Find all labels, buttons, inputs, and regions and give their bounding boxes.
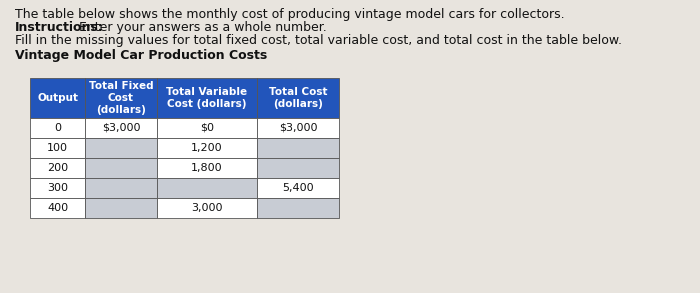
Bar <box>30 158 85 178</box>
Bar <box>157 198 257 218</box>
Text: 100: 100 <box>47 143 68 153</box>
Bar <box>157 78 257 118</box>
Text: Instructions:: Instructions: <box>15 21 104 34</box>
Bar <box>30 78 85 118</box>
Bar <box>157 158 257 178</box>
Bar <box>85 138 157 158</box>
Text: 1,200: 1,200 <box>191 143 223 153</box>
Text: Fill in the missing values for total fixed cost, total variable cost, and total : Fill in the missing values for total fix… <box>15 34 622 47</box>
Bar <box>85 78 157 118</box>
Text: Enter your answers as a whole number.: Enter your answers as a whole number. <box>75 21 327 34</box>
Bar <box>30 118 85 138</box>
Bar <box>85 118 157 138</box>
Text: Vintage Model Car Production Costs: Vintage Model Car Production Costs <box>15 49 267 62</box>
Text: 200: 200 <box>47 163 68 173</box>
Bar <box>257 78 339 118</box>
Bar <box>85 178 157 198</box>
Bar <box>30 198 85 218</box>
Text: 400: 400 <box>47 203 68 213</box>
Bar <box>257 158 339 178</box>
Bar <box>157 118 257 138</box>
Text: $3,000: $3,000 <box>279 123 317 133</box>
Text: 0: 0 <box>54 123 61 133</box>
Text: 5,400: 5,400 <box>282 183 314 193</box>
Text: Total Variable
Cost (dollars): Total Variable Cost (dollars) <box>167 87 248 109</box>
Bar <box>30 178 85 198</box>
Text: The table below shows the monthly cost of producing vintage model cars for colle: The table below shows the monthly cost o… <box>15 8 565 21</box>
Text: 1,800: 1,800 <box>191 163 223 173</box>
Bar <box>85 198 157 218</box>
Bar <box>257 138 339 158</box>
Text: 300: 300 <box>47 183 68 193</box>
Text: $3,000: $3,000 <box>102 123 140 133</box>
Text: $0: $0 <box>200 123 214 133</box>
Bar <box>257 198 339 218</box>
Bar <box>30 138 85 158</box>
Text: Total Fixed
Cost
(dollars): Total Fixed Cost (dollars) <box>89 81 153 115</box>
Text: Output: Output <box>37 93 78 103</box>
Text: 3,000: 3,000 <box>191 203 223 213</box>
Bar <box>85 158 157 178</box>
Bar <box>157 178 257 198</box>
Bar <box>257 118 339 138</box>
Bar <box>257 178 339 198</box>
Text: Total Cost
(dollars): Total Cost (dollars) <box>269 87 328 109</box>
Bar <box>157 138 257 158</box>
